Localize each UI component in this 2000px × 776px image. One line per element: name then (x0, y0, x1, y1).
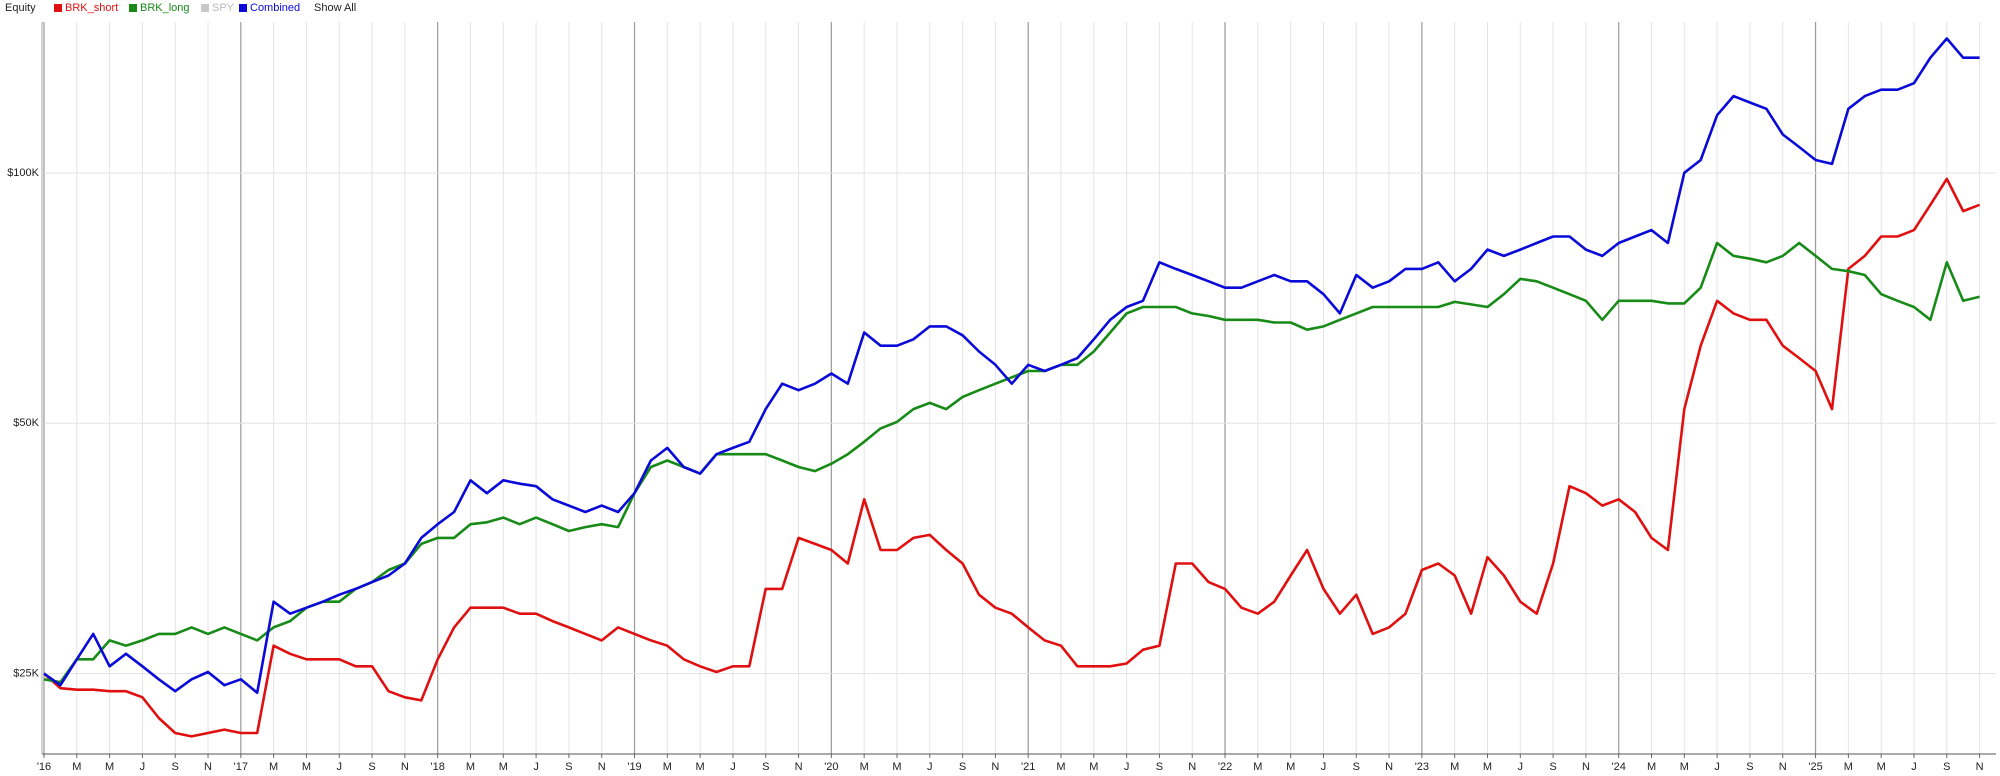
legend-label: SPY (212, 2, 235, 14)
legend-item[interactable]: BRK_long (129, 2, 190, 14)
x-tick-label: M (1056, 761, 1065, 773)
legend-label: Combined (250, 2, 300, 14)
x-tick-label: M (302, 761, 311, 773)
x-tick-label: S (1943, 761, 1950, 773)
x-tick-label: '25 (1808, 761, 1822, 773)
x-tick-label: M (1286, 761, 1295, 773)
x-tick-label: N (1385, 761, 1393, 773)
x-tick-label: J (927, 761, 933, 773)
x-tick-label: J (1124, 761, 1130, 773)
x-tick-label: M (105, 761, 114, 773)
x-tick-label: '23 (1415, 761, 1429, 773)
x-tick-label: '24 (1612, 761, 1626, 773)
x-tick-label: S (368, 761, 375, 773)
x-tick-label: '19 (627, 761, 641, 773)
x-tick-label: J (1714, 761, 1720, 773)
x-tick-label: M (72, 761, 81, 773)
legend-swatch (54, 4, 62, 12)
legend-title: Equity (5, 2, 36, 14)
x-tick-label: S (1746, 761, 1753, 773)
x-tick-label: M (860, 761, 869, 773)
show-all[interactable]: Show All (314, 2, 356, 14)
x-tick-label: S (1353, 761, 1360, 773)
x-tick-label: M (892, 761, 901, 773)
x-tick-label: J (140, 761, 146, 773)
x-tick-label: M (1844, 761, 1853, 773)
x-tick-label: J (1518, 761, 1524, 773)
x-tick-label: '17 (234, 761, 248, 773)
y-tick-label: $100K (7, 167, 39, 179)
x-tick-label: M (1089, 761, 1098, 773)
x-tick-label: S (762, 761, 769, 773)
legend-label: BRK_long (140, 2, 190, 14)
x-tick-label: S (172, 761, 179, 773)
legend-swatch (201, 4, 209, 12)
x-tick-label: J (730, 761, 736, 773)
x-tick-label: M (466, 761, 475, 773)
series-line (43, 37, 1980, 694)
x-tick-label: N (204, 761, 212, 773)
x-tick-label: S (565, 761, 572, 773)
x-tick-label: J (337, 761, 343, 773)
x-tick-label: M (1450, 761, 1459, 773)
x-tick-label: J (1911, 761, 1917, 773)
legend-swatch (129, 4, 137, 12)
x-tick-label: '16 (37, 761, 51, 773)
x-tick-label: N (401, 761, 409, 773)
legend-item[interactable]: SPY (201, 2, 235, 14)
y-tick-label: $25K (13, 667, 39, 679)
x-tick-label: N (1188, 761, 1196, 773)
legend: Equity BRK_short BRK_long SPY Combined Show … (5, 2, 356, 14)
x-tick-label: S (959, 761, 966, 773)
x-tick-label: '18 (431, 761, 445, 773)
x-tick-label: '21 (1021, 761, 1035, 773)
x-tick-label: N (795, 761, 803, 773)
x-tick-label: N (598, 761, 606, 773)
legend-swatch (239, 4, 247, 12)
x-tick-label: M (1680, 761, 1689, 773)
x-tick-label: J (1321, 761, 1327, 773)
x-tick-label: N (1976, 761, 1984, 773)
y-tick-label: $50K (13, 417, 39, 429)
x-tick-label: J (533, 761, 539, 773)
x-tick-label: N (991, 761, 999, 773)
x-tick-label: N (1779, 761, 1787, 773)
x-tick-label: M (696, 761, 705, 773)
x-tick-label: M (1483, 761, 1492, 773)
legend-item[interactable]: Combined (239, 2, 300, 14)
x-tick-label: M (499, 761, 508, 773)
series-line (43, 177, 1981, 738)
x-tick-label: M (269, 761, 278, 773)
x-tick-label: M (1647, 761, 1656, 773)
x-tick-label: M (1877, 761, 1886, 773)
x-tick-label: '20 (824, 761, 838, 773)
legend-label: BRK_short (65, 2, 118, 14)
x-tick-label: N (1582, 761, 1590, 773)
x-tick-label: S (1156, 761, 1163, 773)
legend-item[interactable]: BRK_short (54, 2, 118, 14)
x-tick-label: S (1549, 761, 1556, 773)
x-tick-label: M (1253, 761, 1262, 773)
x-tick-label: '22 (1218, 761, 1232, 773)
x-tick-label: M (663, 761, 672, 773)
series-line (43, 241, 1980, 684)
